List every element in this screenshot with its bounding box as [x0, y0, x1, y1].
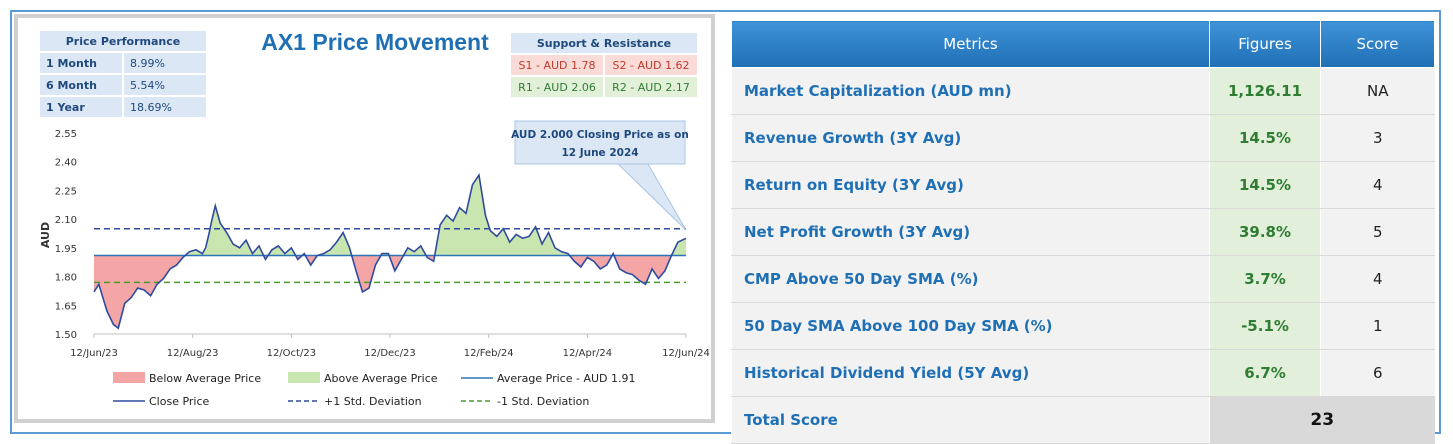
- metric-figure: 1,126.11: [1209, 67, 1321, 115]
- legend-label: -1 Std. Deviation: [497, 395, 589, 408]
- table-row: S1 - AUD 1.78 S2 - AUD 1.62: [511, 55, 697, 75]
- price-chart: 1.50 1.65 1.80 1.95 2.10 2.25 2.40 2.55 12/Jun/…: [39, 120, 710, 408]
- table-row: CMP Above 50 Day SMA (%) 3.7% 4: [731, 255, 1435, 303]
- table-row: Return on Equity (3Y Avg) 14.5% 4: [731, 161, 1435, 209]
- support-resistance-header: Support & Resistance: [511, 33, 697, 53]
- table-row: 1 Month 8.99%: [40, 53, 206, 73]
- metric-figure: 3.7%: [1209, 255, 1321, 303]
- metrics-table: Metrics Figures Score Market Capitalizat…: [731, 20, 1435, 444]
- perf-value: 5.54%: [124, 75, 206, 95]
- legend-item: Close Price: [113, 395, 210, 408]
- metric-name: 50 Day SMA Above 100 Day SMA (%): [731, 302, 1210, 350]
- total-score-value: 23: [1209, 396, 1435, 444]
- metric-score: 1: [1320, 302, 1435, 350]
- x-tick-label: 12/Jun/23: [70, 348, 118, 359]
- price-performance-header: Price Performance: [40, 31, 206, 51]
- metric-score: 3: [1320, 114, 1435, 162]
- x-tick-label: 12/Oct/23: [267, 348, 316, 359]
- support-resistance-table: Support & Resistance S1 - AUD 1.78 S2 - …: [509, 31, 699, 99]
- metric-figure: 6.7%: [1209, 349, 1321, 397]
- closing-price-callout: AUD 2.000 Closing Price as on 12 June 20…: [511, 120, 689, 231]
- table-row: Revenue Growth (3Y Avg) 14.5% 3: [731, 114, 1435, 162]
- table-row: 6 Month 5.54%: [40, 75, 206, 95]
- metric-score: NA: [1320, 67, 1435, 115]
- close-price-line: [93, 172, 687, 330]
- metric-score: 4: [1320, 255, 1435, 303]
- y-axis-label: AUD: [39, 222, 52, 248]
- y-tick-label: 2.55: [55, 129, 77, 140]
- perf-label: 6 Month: [40, 75, 122, 95]
- x-tick-label: 12/Feb/24: [464, 348, 514, 359]
- x-tick-label: 12/Aug/23: [167, 348, 219, 359]
- table-row: R1 - AUD 2.06 R2 - AUD 2.17: [511, 77, 697, 97]
- metric-name: Revenue Growth (3Y Avg): [731, 114, 1210, 162]
- y-tick-label: 2.10: [55, 215, 77, 226]
- metric-name: Market Capitalization (AUD mn): [731, 67, 1210, 115]
- metric-name: Return on Equity (3Y Avg): [731, 161, 1210, 209]
- table-row: Net Profit Growth (3Y Avg) 39.8% 5: [731, 208, 1435, 256]
- metric-name: Historical Dividend Yield (5Y Avg): [731, 349, 1210, 397]
- metric-figure: 39.8%: [1209, 208, 1321, 256]
- metrics-panel: Metrics Figures Score Market Capitalizat…: [731, 20, 1435, 444]
- metrics-header-row: Metrics Figures Score: [731, 20, 1435, 68]
- metric-name: Net Profit Growth (3Y Avg): [731, 208, 1210, 256]
- x-tick-label: 12/Dec/23: [364, 348, 416, 359]
- perf-label: 1 Month: [40, 53, 122, 73]
- y-tick-label: 1.50: [55, 330, 77, 341]
- support-1: S1 - AUD 1.78: [511, 55, 603, 75]
- y-tick-label: 1.95: [55, 244, 77, 255]
- legend-item: Average Price - AUD 1.91: [461, 372, 636, 385]
- metric-score: 4: [1320, 161, 1435, 209]
- legend-item: Above Average Price: [288, 372, 438, 385]
- y-tick-label: 2.40: [55, 158, 77, 169]
- y-tick-label: 2.25: [55, 186, 77, 197]
- x-tick-label: 12/Apr/24: [563, 348, 613, 359]
- table-row: Market Capitalization (AUD mn) 1,126.11 …: [731, 67, 1435, 115]
- header-metrics: Metrics: [731, 20, 1210, 68]
- perf-value: 18.69%: [124, 97, 206, 117]
- y-tick-label: 1.65: [55, 301, 77, 312]
- metric-name: CMP Above 50 Day SMA (%): [731, 255, 1210, 303]
- metric-score: 6: [1320, 349, 1435, 397]
- header-score: Score: [1320, 20, 1435, 68]
- perf-label: 1 Year: [40, 97, 122, 117]
- total-row: Total Score 23: [731, 396, 1435, 444]
- legend-label: Below Average Price: [149, 372, 261, 385]
- resistance-1: R1 - AUD 2.06: [511, 77, 603, 97]
- above-average-fill: [94, 175, 686, 256]
- chart-title: AX1 Price Movement: [261, 29, 489, 55]
- callout-line-1: AUD 2.000 Closing Price as on: [511, 129, 689, 141]
- legend-swatch: [113, 372, 145, 383]
- x-tick-label: 12/Jun/24: [662, 348, 710, 359]
- legend-item: +1 Std. Deviation: [288, 395, 422, 408]
- callout-line-2: 12 June 2024: [561, 147, 638, 159]
- legend-item: -1 Std. Deviation: [461, 395, 589, 408]
- metric-figure: -5.1%: [1209, 302, 1321, 350]
- legend-label: Above Average Price: [324, 372, 438, 385]
- legend-label: Close Price: [149, 395, 210, 408]
- y-tick-label: 1.80: [55, 273, 77, 284]
- legend-label: Average Price - AUD 1.91: [497, 372, 636, 385]
- header-figures: Figures: [1209, 20, 1321, 68]
- legend-item: Below Average Price: [113, 372, 261, 385]
- metric-figure: 14.5%: [1209, 161, 1321, 209]
- support-2: S2 - AUD 1.62: [605, 55, 697, 75]
- price-performance-table: Price Performance 1 Month 8.99% 6 Month …: [38, 29, 208, 119]
- metric-score: 5: [1320, 208, 1435, 256]
- legend-label: +1 Std. Deviation: [324, 395, 422, 408]
- total-score-label: Total Score: [731, 396, 1210, 444]
- legend-swatch: [288, 372, 320, 383]
- metric-figure: 14.5%: [1209, 114, 1321, 162]
- perf-value: 8.99%: [124, 53, 206, 73]
- below-average-fill: [94, 255, 672, 329]
- table-row: 50 Day SMA Above 100 Day SMA (%) -5.1% 1: [731, 302, 1435, 350]
- table-row: 1 Year 18.69%: [40, 97, 206, 117]
- table-row: Historical Dividend Yield (5Y Avg) 6.7% …: [731, 349, 1435, 397]
- resistance-2: R2 - AUD 2.17: [605, 77, 697, 97]
